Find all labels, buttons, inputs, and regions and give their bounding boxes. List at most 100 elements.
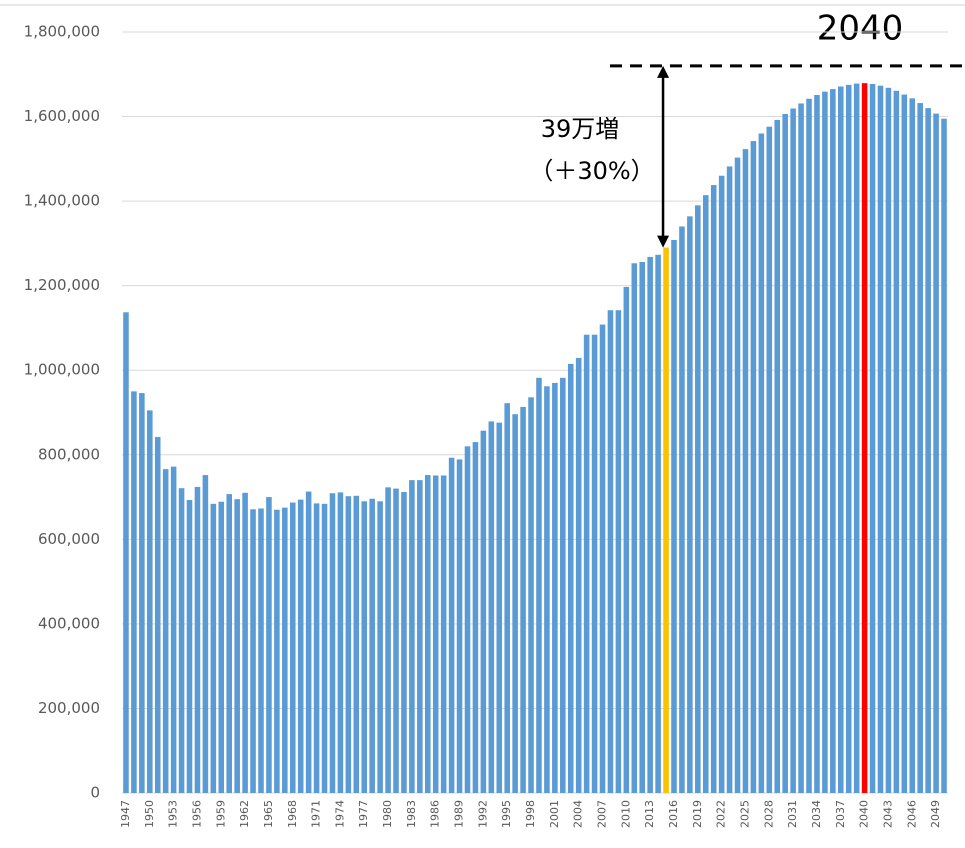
bar xyxy=(512,414,518,793)
bar xyxy=(409,480,415,793)
bar xyxy=(162,469,169,793)
bar xyxy=(313,503,320,793)
bar xyxy=(695,205,701,794)
bar xyxy=(242,492,248,793)
arrow-head xyxy=(657,65,670,78)
bar xyxy=(139,393,145,793)
bar xyxy=(369,498,375,793)
bar xyxy=(321,503,328,793)
bar xyxy=(536,377,542,793)
bar xyxy=(687,216,693,793)
x-tick-label: 1947 xyxy=(119,800,132,828)
bar xyxy=(734,157,741,793)
bar xyxy=(671,240,677,794)
y-tick-label: 200,000 xyxy=(38,699,100,717)
bar xyxy=(853,83,860,794)
bar xyxy=(178,488,185,793)
bar xyxy=(782,114,788,793)
bar xyxy=(822,91,828,793)
bar xyxy=(456,459,463,793)
bar xyxy=(655,254,661,793)
bar xyxy=(345,496,352,793)
bar xyxy=(877,85,884,794)
bar xyxy=(798,103,804,793)
bar xyxy=(282,507,288,793)
bar xyxy=(583,334,590,793)
bar xyxy=(893,90,900,793)
arrow-head xyxy=(657,235,670,248)
y-tick-label: 1,800,000 xyxy=(24,23,100,41)
bar xyxy=(615,310,622,793)
bar xyxy=(845,84,852,793)
bar xyxy=(639,261,646,794)
x-tick-label: 2007 xyxy=(596,800,609,828)
y-tick-label: 1,200,000 xyxy=(24,276,100,294)
bar xyxy=(297,499,304,793)
bar xyxy=(631,263,638,794)
bar xyxy=(258,508,264,793)
x-tick-label: 1983 xyxy=(405,800,418,828)
y-tick-label: 1,400,000 xyxy=(24,192,100,210)
bar xyxy=(663,247,669,793)
bar xyxy=(710,185,717,794)
bar xyxy=(567,363,574,793)
x-tick-label: 2013 xyxy=(643,800,656,828)
x-tick-label: 2043 xyxy=(881,800,894,828)
bar xyxy=(480,430,487,793)
bar xyxy=(742,149,749,794)
bar xyxy=(599,324,606,793)
x-tick-label: 1971 xyxy=(310,800,323,828)
bar xyxy=(361,501,368,793)
increase-label: 39万増 xyxy=(541,115,620,143)
bar xyxy=(933,113,939,793)
y-tick-label: 1,000,000 xyxy=(24,361,100,379)
x-tick-label: 2037 xyxy=(834,800,847,828)
bar xyxy=(504,403,510,793)
bar xyxy=(202,475,209,793)
x-tick-label: 1950 xyxy=(143,800,156,828)
x-tick-label: 2022 xyxy=(715,800,728,828)
bar xyxy=(440,475,447,793)
bar xyxy=(123,312,129,793)
bar xyxy=(218,501,225,793)
bar xyxy=(544,386,550,793)
bar xyxy=(790,108,796,794)
bar xyxy=(170,466,177,793)
bar xyxy=(552,382,558,793)
bar xyxy=(472,442,479,793)
bar xyxy=(385,487,391,793)
bar xyxy=(806,98,812,793)
bar xyxy=(702,195,709,794)
x-tick-label: 1995 xyxy=(500,800,513,828)
bar xyxy=(941,118,947,794)
bar xyxy=(869,84,876,794)
x-tick-label: 1998 xyxy=(524,800,537,828)
bar xyxy=(147,410,153,793)
bar xyxy=(885,87,892,794)
x-tick-label: 1986 xyxy=(429,800,442,828)
bar xyxy=(417,480,423,793)
bar xyxy=(758,133,765,793)
bar xyxy=(726,166,733,793)
x-tick-label: 1968 xyxy=(286,800,299,828)
bar xyxy=(448,457,455,793)
peak-label: 2040 xyxy=(817,9,904,49)
bar xyxy=(289,502,296,793)
bar xyxy=(353,495,360,793)
x-tick-label: 2049 xyxy=(929,800,942,828)
bar xyxy=(718,175,725,793)
bar xyxy=(186,500,193,793)
x-tick-label: 2010 xyxy=(619,800,632,828)
bar xyxy=(432,475,439,793)
bar xyxy=(909,98,916,794)
bar xyxy=(837,86,844,793)
y-tick-label: 800,000 xyxy=(38,445,100,463)
x-tick-label: 2040 xyxy=(858,800,871,828)
x-tick-label: 1989 xyxy=(453,800,466,828)
bar xyxy=(131,391,137,793)
bar xyxy=(496,422,503,793)
y-tick-label: 1,600,000 xyxy=(24,107,100,125)
bar xyxy=(401,491,407,793)
bar xyxy=(528,397,534,793)
